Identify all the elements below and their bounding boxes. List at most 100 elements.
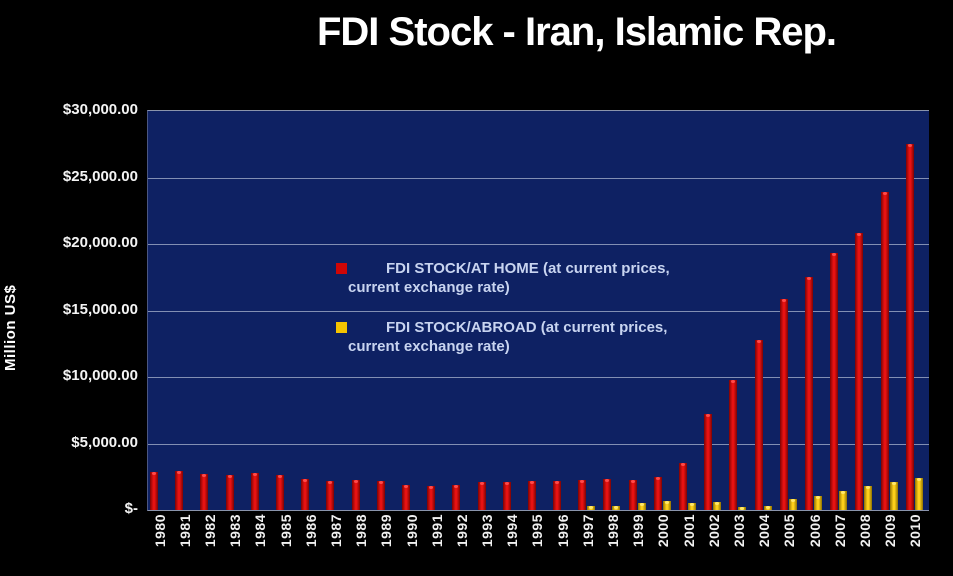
bar-abroad-2008 <box>864 486 873 510</box>
x-tick-1996: 1996 <box>550 514 575 574</box>
bar-at-home-1981 <box>175 471 184 510</box>
bar-abroad-1998 <box>612 506 621 510</box>
y-tick-label-0: $- <box>124 500 138 517</box>
bar-cap-icon <box>756 339 761 343</box>
x-tick-1988: 1988 <box>349 514 374 574</box>
x-tick-1999: 1999 <box>626 514 651 574</box>
x-tick-2003: 2003 <box>726 514 751 574</box>
x-tick-2004: 2004 <box>752 514 777 574</box>
bar-cap-icon <box>882 192 887 196</box>
bar-cap-icon <box>328 481 333 485</box>
y-tick-label-20000: $20,000.00 <box>62 234 138 251</box>
x-tick-label-1987: 1987 <box>327 514 344 548</box>
x-tick-1982: 1982 <box>197 514 222 574</box>
bar-at-home-2009 <box>880 192 889 510</box>
bar-abroad-1999 <box>637 503 646 510</box>
x-tick-1981: 1981 <box>172 514 197 574</box>
x-tick-label-1988: 1988 <box>353 514 370 548</box>
bar-at-home-2003 <box>729 379 738 510</box>
bar-cap-icon <box>639 503 644 507</box>
x-tick-1985: 1985 <box>273 514 298 574</box>
bar-cap-icon <box>740 506 745 510</box>
x-tick-label-2000: 2000 <box>655 514 672 548</box>
bar-at-home-2004 <box>754 339 763 510</box>
bar-cap-icon <box>816 495 821 499</box>
x-tick-label-2005: 2005 <box>781 514 798 548</box>
x-tick-label-1999: 1999 <box>630 514 647 548</box>
x-tick-label-1997: 1997 <box>579 514 596 548</box>
x-tick-label-1980: 1980 <box>151 514 168 548</box>
x-tick-label-1993: 1993 <box>479 514 496 548</box>
bar-cap-icon <box>580 480 585 484</box>
bar-cap-icon <box>765 506 770 510</box>
bar-at-home-2002 <box>704 414 713 510</box>
bar-at-home-1990 <box>401 485 410 510</box>
x-tick-2001: 2001 <box>676 514 701 574</box>
bar-at-home-2001 <box>679 463 688 510</box>
x-tick-1987: 1987 <box>323 514 348 574</box>
bar-at-home-1989 <box>376 480 385 510</box>
x-tick-1980: 1980 <box>147 514 172 574</box>
bar-at-home-1995 <box>527 481 536 510</box>
legend-at-home-line1: FDI STOCK/AT HOME (at current prices, <box>386 260 670 277</box>
y-tick-label-5000: $5,000.00 <box>71 433 138 451</box>
x-tick-label-2003: 2003 <box>731 514 748 548</box>
legend-marker-at-home-icon <box>336 263 347 274</box>
x-tick-1995: 1995 <box>525 514 550 574</box>
x-tick-2008: 2008 <box>852 514 877 574</box>
y-tick-label-25000: $25,000.00 <box>62 167 138 185</box>
bar-abroad-2003 <box>738 506 747 510</box>
bar-cap-icon <box>378 480 383 484</box>
bar-abroad-2010 <box>914 477 923 510</box>
bar-abroad-2001 <box>688 502 697 510</box>
x-tick-1990: 1990 <box>399 514 424 574</box>
y-tick-label-15000: $15,000.00 <box>62 300 138 318</box>
bar-cap-icon <box>866 486 871 490</box>
bar-cap-icon <box>715 502 720 506</box>
legend: FDI STOCK/AT HOME (at current prices, cu… <box>336 259 716 377</box>
bar-cap-icon <box>429 486 434 490</box>
bar-abroad-2009 <box>889 482 898 510</box>
bar-cap-icon <box>605 479 610 483</box>
bar-cap-icon <box>177 471 182 475</box>
x-tick-1998: 1998 <box>600 514 625 574</box>
bar-at-home-1997 <box>578 480 587 510</box>
bar-at-home-1999 <box>628 479 637 510</box>
bar-cap-icon <box>529 481 534 485</box>
bar-cap-icon <box>832 253 837 257</box>
x-tick-label-2008: 2008 <box>857 514 873 548</box>
x-tick-label-1995: 1995 <box>529 514 546 548</box>
legend-entry-abroad: FDI STOCK/ABROAD (at current prices, cur… <box>336 318 716 356</box>
x-tick-label-1986: 1986 <box>302 514 319 548</box>
x-tick-label-2001: 2001 <box>680 514 697 548</box>
bar-cap-icon <box>353 480 358 484</box>
x-tick-1997: 1997 <box>575 514 600 574</box>
gridline-25000 <box>148 177 929 179</box>
bar-abroad-2005 <box>788 499 797 510</box>
bar-cap-icon <box>614 506 619 510</box>
bar-cap-icon <box>655 477 660 481</box>
bar-at-home-1998 <box>603 479 612 510</box>
bar-cap-icon <box>202 474 207 478</box>
bar-cap-icon <box>454 484 459 488</box>
x-tick-2002: 2002 <box>701 514 726 574</box>
bar-cap-icon <box>891 482 896 486</box>
bar-at-home-1987 <box>326 481 335 510</box>
x-tick-1986: 1986 <box>298 514 323 574</box>
bar-at-home-1993 <box>477 482 486 510</box>
x-tick-1992: 1992 <box>449 514 474 574</box>
x-tick-2005: 2005 <box>777 514 802 574</box>
x-tick-label-1982: 1982 <box>201 514 218 548</box>
x-tick-label-1985: 1985 <box>277 514 294 548</box>
bar-cap-icon <box>403 485 408 489</box>
bar-at-home-2005 <box>779 298 788 510</box>
bar-cap-icon <box>781 298 786 302</box>
bar-cap-icon <box>504 482 509 486</box>
bar-at-home-2000 <box>653 477 662 510</box>
bar-at-home-1992 <box>452 484 461 510</box>
x-tick-1991: 1991 <box>424 514 449 574</box>
plot-area: FDI STOCK/AT HOME (at current prices, cu… <box>147 110 929 511</box>
bar-cap-icon <box>227 475 232 479</box>
y-tick-label-30000: $30,000.00 <box>62 101 138 118</box>
